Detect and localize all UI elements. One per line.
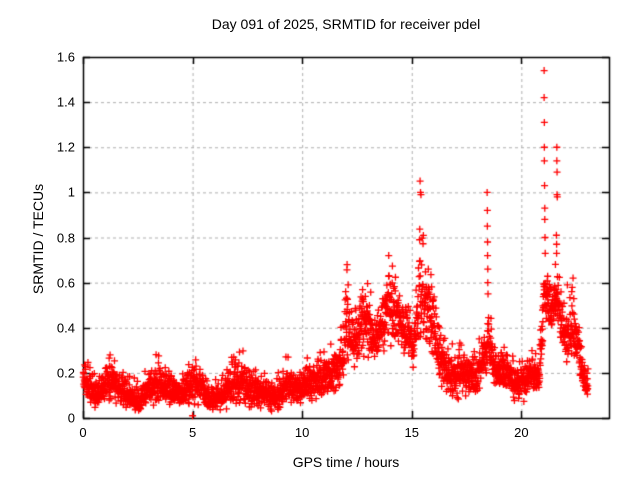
y-tick-label: 1.6 — [56, 49, 75, 65]
chart-title: Day 091 of 2025, SRMTID for receiver pde… — [211, 16, 481, 32]
y-tick-label: 0.4 — [56, 320, 75, 336]
x-tick-label: 5 — [188, 425, 197, 440]
y-tick-label: 1.2 — [56, 139, 75, 155]
y-tick-label: 0.6 — [56, 275, 75, 291]
x-tick-label: 20 — [514, 425, 529, 440]
y-tick-label: 1.4 — [56, 94, 75, 110]
y-tick-label: 0.8 — [56, 230, 75, 245]
y-tick-label: 0 — [67, 410, 75, 426]
y-tick-label: 0.2 — [56, 365, 75, 381]
x-axis-label: GPS time / hours — [292, 454, 400, 470]
x-tick-label: 0 — [79, 425, 87, 440]
x-tick-label: 10 — [294, 425, 310, 440]
x-tick-label: 15 — [404, 425, 419, 440]
y-tick-label: 1 — [67, 184, 75, 200]
